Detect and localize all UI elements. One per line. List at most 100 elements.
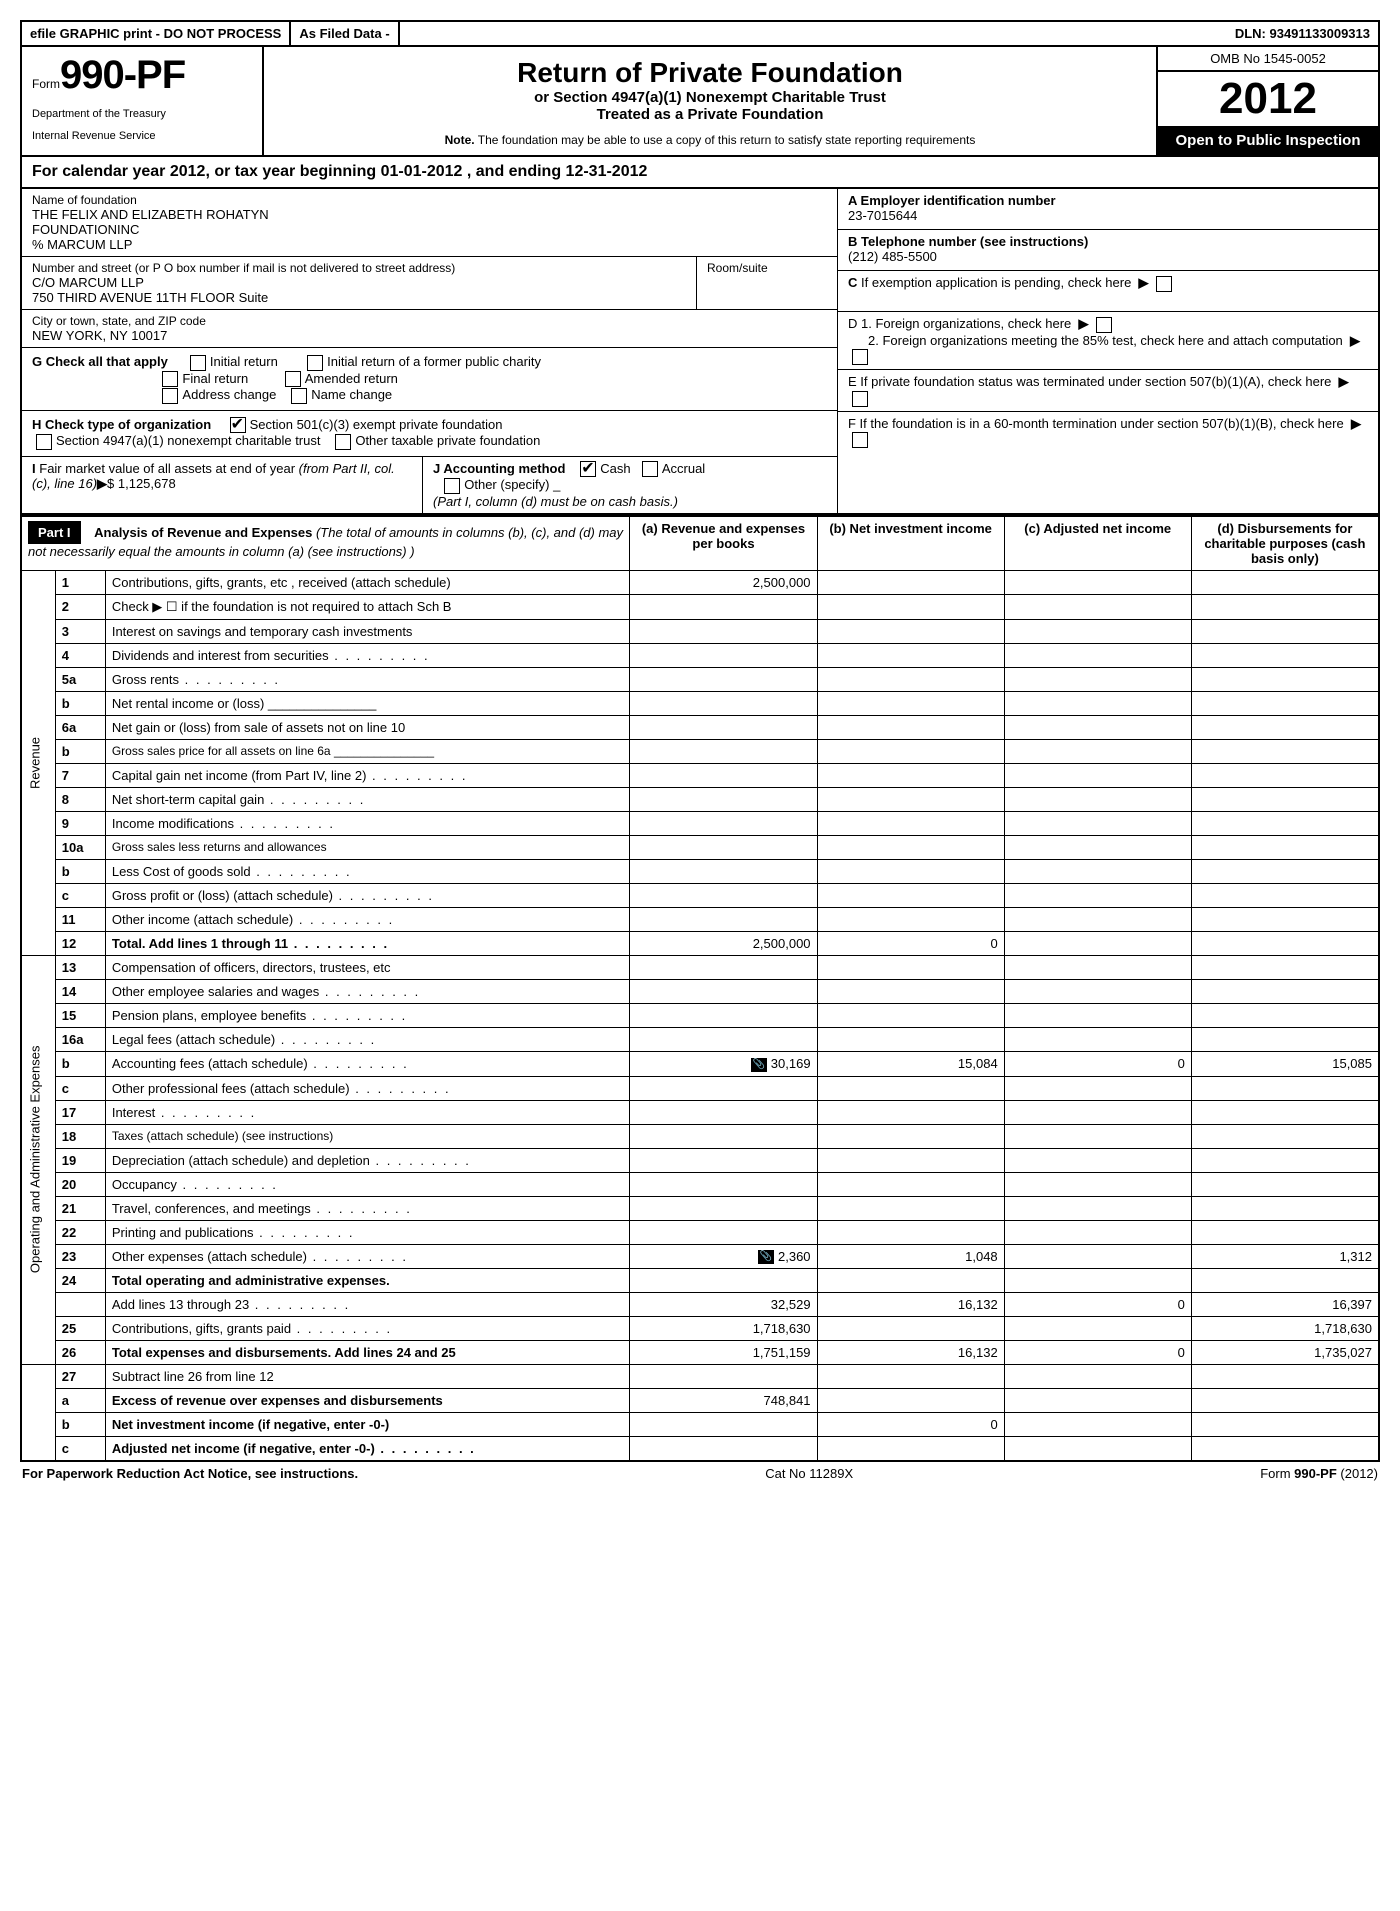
b-label: B Telephone number (see instructions) — [848, 234, 1368, 249]
cell-dcol — [1191, 715, 1379, 739]
line-desc: Contributions, gifts, grants paid — [105, 1317, 630, 1341]
cell-a — [630, 883, 817, 907]
cell-a — [630, 835, 817, 859]
line-desc: Add lines 13 through 23 — [105, 1293, 630, 1317]
cell-dcol — [1191, 1196, 1379, 1220]
chk-4947[interactable] — [36, 434, 52, 450]
chk-other-method[interactable] — [444, 478, 460, 494]
line-desc: Total. Add lines 1 through 11 — [105, 931, 630, 955]
cell-a — [630, 1196, 817, 1220]
cell-b — [817, 1269, 1004, 1293]
line-num: b — [55, 691, 105, 715]
line-num: 6a — [55, 715, 105, 739]
chk-c[interactable] — [1156, 276, 1172, 292]
cell-c — [1004, 1317, 1191, 1341]
line-num: 12 — [55, 931, 105, 955]
cell-c — [1004, 907, 1191, 931]
line-num: 13 — [55, 955, 105, 979]
line-num: 5a — [55, 667, 105, 691]
chk-initial[interactable] — [190, 355, 206, 371]
cell-c — [1004, 739, 1191, 763]
chk-other-taxable[interactable] — [335, 434, 351, 450]
cell-b — [817, 1172, 1004, 1196]
cell-a — [630, 787, 817, 811]
chk-501c3[interactable] — [230, 417, 246, 433]
cell-b — [817, 811, 1004, 835]
top-bar: efile GRAPHIC print - DO NOT PROCESS As … — [20, 20, 1380, 47]
line-desc: Legal fees (attach schedule) — [105, 1027, 630, 1051]
cell-a: 📎2,360 — [630, 1244, 817, 1269]
line-num: 3 — [55, 619, 105, 643]
as-filed: As Filed Data - — [291, 22, 399, 45]
cell-c — [1004, 859, 1191, 883]
col-c-hdr: (c) Adjusted net income — [1004, 516, 1191, 571]
chk-d1[interactable] — [1096, 317, 1112, 333]
line-desc: Occupancy — [105, 1172, 630, 1196]
line-num: 15 — [55, 1003, 105, 1027]
cell-c — [1004, 1124, 1191, 1148]
chk-amended[interactable] — [285, 371, 301, 387]
cell-c — [1004, 619, 1191, 643]
chk-f[interactable] — [852, 432, 868, 448]
cell-c — [1004, 1196, 1191, 1220]
line-desc: Interest on savings and temporary cash i… — [105, 619, 630, 643]
cell-b — [817, 1220, 1004, 1244]
cell-b — [817, 787, 1004, 811]
addr-1: C/O MARCUM LLP — [32, 275, 686, 290]
cell-b: 1,048 — [817, 1244, 1004, 1269]
cell-b — [817, 667, 1004, 691]
cell-b — [817, 1124, 1004, 1148]
subtitle-1: or Section 4947(a)(1) Nonexempt Charitab… — [274, 89, 1146, 106]
chk-initial-former[interactable] — [307, 355, 323, 371]
chk-e[interactable] — [852, 391, 868, 407]
cell-c — [1004, 1003, 1191, 1027]
cell-a — [630, 811, 817, 835]
line-num: 19 — [55, 1148, 105, 1172]
cell-c — [1004, 787, 1191, 811]
chk-addr-change[interactable] — [162, 388, 178, 404]
line-desc: Less Cost of goods sold — [105, 859, 630, 883]
cell-a — [630, 955, 817, 979]
cell-a: 📎30,169 — [630, 1051, 817, 1076]
cell-dcol — [1191, 931, 1379, 955]
cell-a — [630, 667, 817, 691]
line-desc: Pension plans, employee benefits — [105, 1003, 630, 1027]
line-num: 23 — [55, 1244, 105, 1269]
cell-b — [817, 715, 1004, 739]
side-label: Operating and Administrative Expenses — [21, 955, 55, 1364]
col-d-hdr: (d) Disbursements for charitable purpose… — [1191, 516, 1379, 571]
line-num: 16a — [55, 1027, 105, 1051]
chk-cash[interactable] — [580, 461, 596, 477]
line-num: 2 — [55, 594, 105, 619]
cell-dcol — [1191, 691, 1379, 715]
footer: For Paperwork Reduction Act Notice, see … — [20, 1462, 1380, 1485]
cell-b — [817, 739, 1004, 763]
chk-name-change[interactable] — [291, 388, 307, 404]
line-desc: Other employee salaries and wages — [105, 979, 630, 1003]
cell-dcol — [1191, 1003, 1379, 1027]
line-num: 10a — [55, 835, 105, 859]
f-label: F If the foundation is in a 60-month ter… — [848, 416, 1344, 431]
cell-b — [817, 643, 1004, 667]
cell-c: 0 — [1004, 1341, 1191, 1365]
cell-c: 0 — [1004, 1051, 1191, 1076]
cell-a — [630, 1100, 817, 1124]
addr-label: Number and street (or P O box number if … — [32, 261, 686, 275]
schedule-icon[interactable]: 📎 — [758, 1250, 774, 1264]
g-checkboxes: G Check all that apply Initial return In… — [22, 348, 837, 411]
cell-c — [1004, 835, 1191, 859]
chk-d2[interactable] — [852, 349, 868, 365]
chk-final[interactable] — [162, 371, 178, 387]
i-value: $ 1,125,678 — [107, 476, 176, 491]
entity-info: Name of foundation THE FELIX AND ELIZABE… — [20, 189, 1380, 515]
chk-accrual[interactable] — [642, 461, 658, 477]
dept-irs: Internal Revenue Service — [32, 130, 252, 142]
line-desc: Other expenses (attach schedule) — [105, 1244, 630, 1269]
cell-b — [817, 1148, 1004, 1172]
addr-2: 750 THIRD AVENUE 11TH FLOOR Suite — [32, 290, 686, 305]
line-num: 25 — [55, 1317, 105, 1341]
cell-a — [630, 594, 817, 619]
dln: DLN: 93491133009313 — [1227, 22, 1378, 45]
line-num: c — [55, 883, 105, 907]
schedule-icon[interactable]: 📎 — [751, 1058, 767, 1072]
